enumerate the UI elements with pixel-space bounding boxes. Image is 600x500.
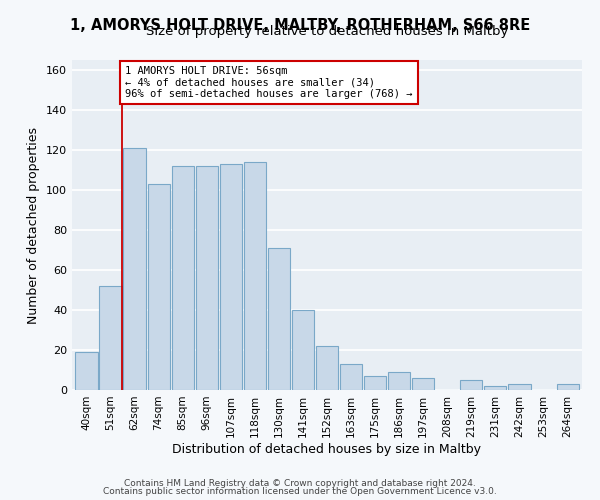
Bar xyxy=(76,352,98,390)
Bar xyxy=(508,384,530,390)
Bar xyxy=(484,386,506,390)
Bar xyxy=(172,166,194,390)
X-axis label: Distribution of detached houses by size in Maltby: Distribution of detached houses by size … xyxy=(173,442,482,456)
Text: Contains public sector information licensed under the Open Government Licence v3: Contains public sector information licen… xyxy=(103,487,497,496)
Bar xyxy=(388,372,410,390)
Text: 1, AMORYS HOLT DRIVE, MALTBY, ROTHERHAM, S66 8RE: 1, AMORYS HOLT DRIVE, MALTBY, ROTHERHAM,… xyxy=(70,18,530,32)
Bar xyxy=(460,380,482,390)
Bar xyxy=(124,148,146,390)
Bar xyxy=(196,166,218,390)
Title: Size of property relative to detached houses in Maltby: Size of property relative to detached ho… xyxy=(146,25,508,38)
Bar xyxy=(316,346,338,390)
Bar xyxy=(340,364,362,390)
Bar xyxy=(268,248,290,390)
Bar xyxy=(148,184,170,390)
Text: Contains HM Land Registry data © Crown copyright and database right 2024.: Contains HM Land Registry data © Crown c… xyxy=(124,478,476,488)
Bar xyxy=(557,384,578,390)
Bar xyxy=(100,286,122,390)
Bar xyxy=(364,376,386,390)
Bar xyxy=(244,162,266,390)
Text: 1 AMORYS HOLT DRIVE: 56sqm
← 4% of detached houses are smaller (34)
96% of semi-: 1 AMORYS HOLT DRIVE: 56sqm ← 4% of detac… xyxy=(125,66,412,99)
Y-axis label: Number of detached properties: Number of detached properties xyxy=(28,126,40,324)
Bar xyxy=(292,310,314,390)
Bar xyxy=(220,164,242,390)
Bar xyxy=(412,378,434,390)
